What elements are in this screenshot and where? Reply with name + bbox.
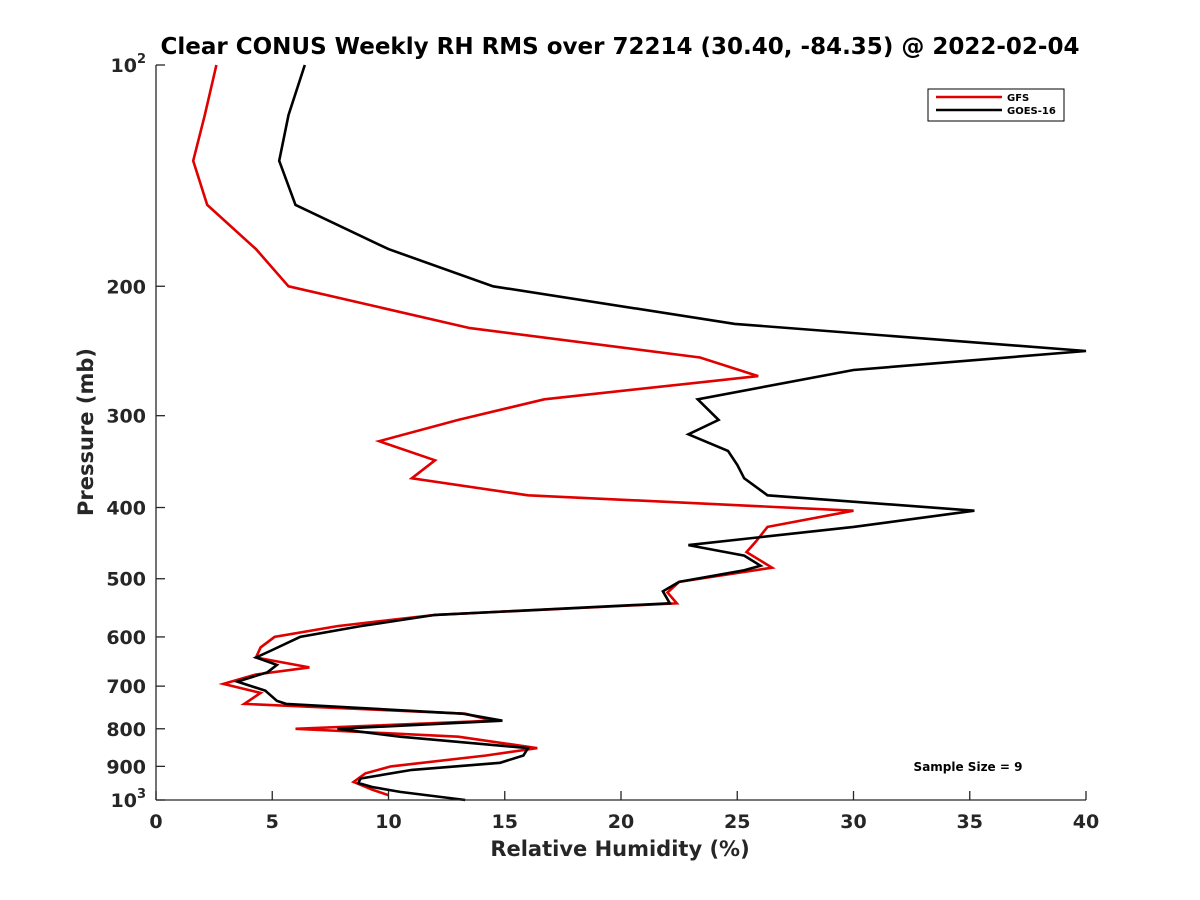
- x-tick-label: 30: [840, 811, 866, 833]
- x-tick-label: 20: [608, 811, 634, 833]
- x-tick-label: 40: [1073, 811, 1099, 833]
- series-layer: [191, 64, 1087, 802]
- x-tick-label: 15: [492, 811, 518, 833]
- y-tick-label: 500: [106, 569, 146, 591]
- y-tick-top-exp: 2: [137, 52, 146, 67]
- sample-size-annotation: Sample Size = 9: [914, 760, 1023, 774]
- y-axis-label: Pressure (mb): [74, 348, 98, 516]
- x-tick-label: 35: [957, 811, 983, 833]
- x-tick-label: 10: [375, 811, 401, 833]
- x-tick-label: 0: [149, 811, 162, 833]
- y-tick-label: 200: [106, 276, 146, 298]
- series-line-gfs: [191, 64, 854, 797]
- y-tick-label: 300: [106, 406, 146, 428]
- y-tick-bottom-base: 10: [111, 790, 137, 812]
- y-tick-label: 400: [106, 498, 146, 520]
- y-tick-label-bottom: 103: [111, 787, 147, 812]
- x-tick-label: 25: [724, 811, 750, 833]
- legend-box: [927, 88, 1065, 122]
- y-tick-bottom-exp: 3: [137, 787, 146, 802]
- legend-label-gfs: GFS: [1007, 93, 1029, 104]
- y-tick-label-top: 102: [111, 52, 147, 77]
- series-line-goes-16: [233, 64, 1087, 802]
- y-ticks: 200 300 400 500 600 700 800 900: [106, 64, 165, 801]
- x-axis-label: Relative Humidity (%): [490, 837, 749, 861]
- y-tick-label: 600: [106, 627, 146, 649]
- y-tick-label: 700: [106, 676, 146, 698]
- y-tick-top-base: 10: [111, 55, 137, 77]
- legend: GFS GOES-16: [927, 88, 1065, 122]
- x-ticks: 0 5 10 15 20 25 30 35 40: [149, 791, 1099, 833]
- x-tick-label: 5: [266, 811, 279, 833]
- legend-label-goes-16: GOES-16: [1007, 106, 1056, 117]
- y-tick-label: 900: [106, 756, 146, 778]
- y-tick-label: 800: [106, 719, 146, 741]
- chart-title: Clear CONUS Weekly RH RMS over 72214 (30…: [161, 34, 1080, 60]
